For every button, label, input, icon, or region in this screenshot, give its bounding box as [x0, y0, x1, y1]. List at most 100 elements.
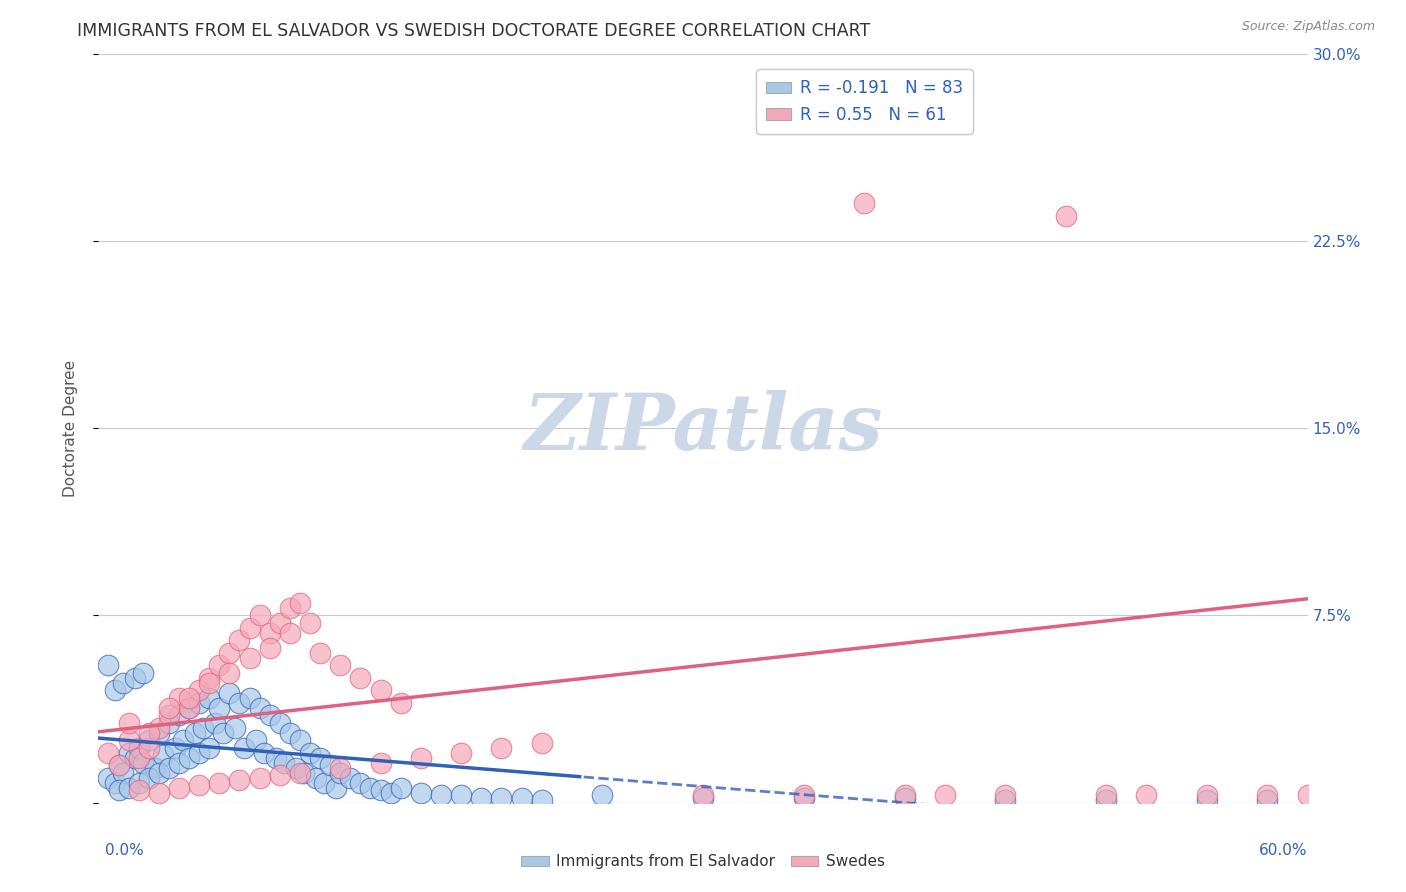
Point: [138, 740, 160, 755]
Point: [1195, 793, 1218, 807]
Point: [132, 665, 155, 680]
Point: [349, 776, 371, 790]
Point: [692, 789, 714, 803]
Point: [530, 793, 553, 807]
Point: [1095, 793, 1118, 807]
Point: [97, 658, 120, 673]
Point: [208, 776, 231, 790]
Point: [269, 768, 291, 782]
Point: [228, 696, 250, 710]
Point: [132, 756, 155, 770]
Point: [329, 658, 352, 673]
Point: [409, 786, 432, 800]
Point: [167, 690, 190, 705]
Point: [107, 758, 129, 772]
Point: [288, 733, 311, 747]
Point: [245, 733, 267, 747]
Point: [157, 708, 180, 723]
Point: [249, 608, 271, 623]
Point: [389, 696, 412, 710]
Point: [259, 640, 281, 655]
Point: [204, 715, 226, 730]
Point: [224, 721, 246, 735]
Point: [409, 751, 432, 765]
Point: [148, 765, 170, 780]
Point: [994, 789, 1017, 803]
Text: 60.0%: 60.0%: [1260, 843, 1308, 858]
Point: [198, 690, 221, 705]
Point: [118, 746, 141, 760]
Point: [128, 751, 150, 765]
Point: [309, 751, 332, 765]
Point: [218, 646, 240, 660]
Point: [208, 701, 231, 715]
Point: [389, 780, 412, 795]
Point: [491, 790, 513, 805]
Point: [239, 621, 262, 635]
Point: [249, 771, 271, 785]
Point: [124, 671, 146, 685]
Point: [273, 756, 295, 770]
Point: [111, 765, 134, 780]
Point: [269, 715, 291, 730]
Point: [198, 671, 221, 685]
Point: [107, 783, 129, 797]
Point: [218, 665, 240, 680]
Point: [450, 789, 472, 803]
Point: [249, 701, 271, 715]
Point: [450, 746, 472, 760]
Point: [370, 783, 392, 797]
Point: [370, 683, 392, 698]
Point: [138, 771, 160, 785]
Legend: R = -0.191   N = 83, R = 0.55   N = 61: R = -0.191 N = 83, R = 0.55 N = 61: [756, 70, 973, 134]
Point: [288, 765, 311, 780]
Point: [157, 761, 180, 775]
Point: [148, 786, 170, 800]
Point: [309, 646, 332, 660]
Point: [259, 708, 281, 723]
Point: [1256, 789, 1278, 803]
Point: [305, 771, 328, 785]
Point: [314, 776, 336, 790]
Point: [143, 761, 166, 775]
Point: [157, 701, 180, 715]
Point: [1095, 789, 1118, 803]
Point: [188, 696, 211, 710]
Point: [148, 726, 170, 740]
Text: IMMIGRANTS FROM EL SALVADOR VS SWEDISH DOCTORATE DEGREE CORRELATION CHART: IMMIGRANTS FROM EL SALVADOR VS SWEDISH D…: [77, 22, 870, 40]
Text: Source: ZipAtlas.com: Source: ZipAtlas.com: [1241, 20, 1375, 33]
Point: [1256, 793, 1278, 807]
Point: [179, 701, 201, 715]
Point: [103, 683, 125, 698]
Point: [692, 790, 714, 805]
Point: [138, 726, 160, 740]
Point: [172, 733, 194, 747]
Point: [259, 626, 281, 640]
Point: [591, 789, 613, 803]
Point: [232, 740, 254, 755]
Point: [793, 790, 815, 805]
Point: [470, 790, 492, 805]
Point: [893, 789, 915, 803]
Point: [349, 671, 371, 685]
Point: [380, 786, 402, 800]
Point: [934, 789, 956, 803]
Point: [1135, 789, 1157, 803]
Point: [853, 196, 876, 211]
Point: [128, 740, 150, 755]
Point: [284, 761, 307, 775]
Point: [107, 758, 129, 772]
Text: ZIPatlas: ZIPatlas: [523, 390, 883, 467]
Point: [278, 626, 301, 640]
Point: [167, 756, 190, 770]
Point: [198, 676, 221, 690]
Point: [167, 708, 190, 723]
Point: [530, 736, 553, 750]
Point: [299, 615, 322, 630]
Point: [157, 715, 180, 730]
Point: [893, 790, 915, 805]
Point: [329, 765, 352, 780]
Point: [193, 721, 215, 735]
Point: [138, 733, 160, 747]
Point: [184, 726, 207, 740]
